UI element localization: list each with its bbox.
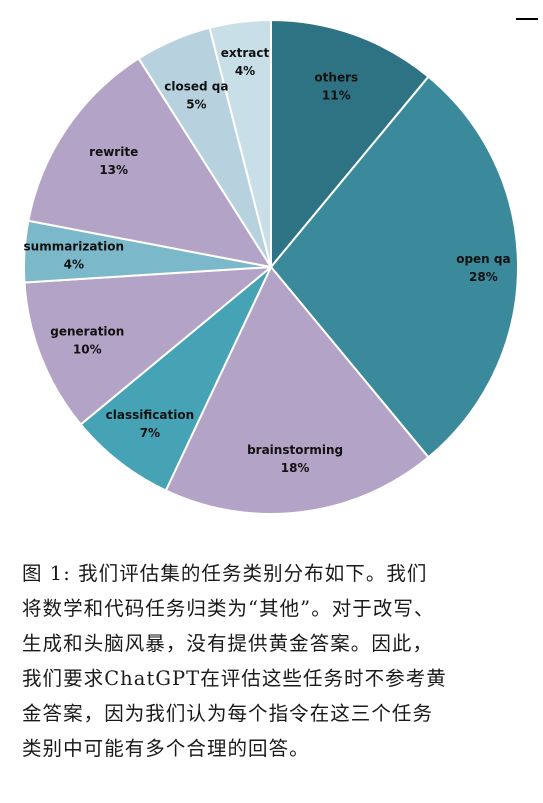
slice-percent-label: 28% <box>469 270 498 284</box>
slice-category-label: classification <box>106 408 194 422</box>
slice-category-label: summarization <box>24 240 125 254</box>
slice-category-label: others <box>314 71 358 85</box>
caption-line: 类别中可能有多个合理的回答。 <box>22 737 310 760</box>
slice-percent-label: 7% <box>140 426 160 440</box>
pie-slice-open-qa <box>270 75 519 459</box>
pie-slice-others <box>270 19 430 268</box>
pie-slice-brainstorming <box>164 266 430 515</box>
slice-category-label: generation <box>50 325 124 339</box>
caption-line: 生成和头脑风暴，没有提供黄金答案。因此， <box>22 632 434 655</box>
caption-line: 图 1: 我们评估集的任务类别分布如下。我们 <box>22 562 428 585</box>
slice-percent-label: 11% <box>322 89 351 103</box>
slice-percent-label: 10% <box>73 343 102 357</box>
pie-labels: others 11% open qa 28% brainstorming 18% class… <box>24 46 511 475</box>
slice-percent-label: 5% <box>186 98 206 112</box>
pie-chart: others 11% open qa 28% brainstorming 18% class… <box>23 19 519 515</box>
pie-slice-extract <box>208 19 272 268</box>
pie-slice-generation <box>23 266 272 426</box>
pie-slice-rewrite <box>27 57 272 268</box>
slice-percent-label: 18% <box>281 461 310 475</box>
pie-slices <box>23 19 519 515</box>
slice-category-label: open qa <box>456 252 510 266</box>
slice-percent-label: 4% <box>64 258 84 272</box>
slice-percent-label: 13% <box>99 163 128 177</box>
caption-line: 将数学和代码任务归类为“其他”。对于改写、 <box>22 597 435 620</box>
caption-line: 金答案，因为我们认为每个指令在这三个任务 <box>22 702 434 725</box>
slice-percent-label: 4% <box>235 64 255 78</box>
slice-category-label: rewrite <box>89 145 138 159</box>
corner-dash-mark <box>516 18 538 20</box>
figure-caption: 图 1: 我们评估集的任务类别分布如下。我们 将数学和代码任务归类为“其他”。对… <box>22 556 528 766</box>
slice-category-label: extract <box>221 46 270 60</box>
slice-category-label: closed qa <box>164 80 228 94</box>
pie-slice-classification <box>79 266 272 492</box>
caption-line: 我们要求ChatGPT在评估这些任务时不参考黄 <box>22 667 447 690</box>
slice-category-label: brainstorming <box>247 443 343 457</box>
